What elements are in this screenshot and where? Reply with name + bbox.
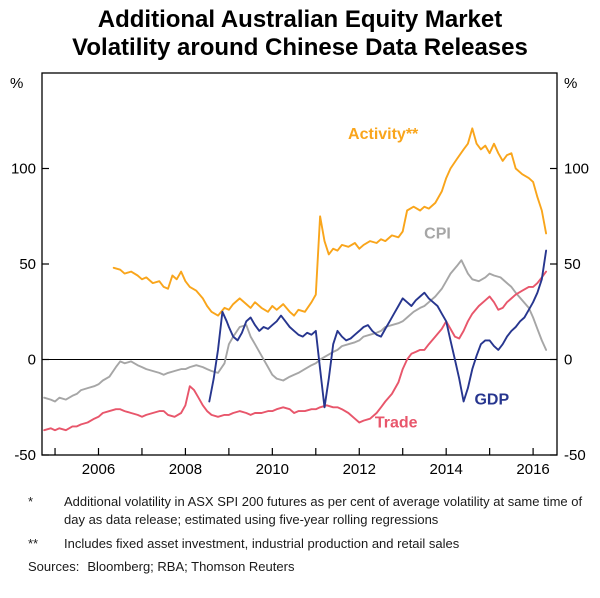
x-axis-label: 2014 [429,461,462,478]
x-axis-label: 2010 [256,461,289,478]
sources-label: Sources: [28,559,80,575]
y-unit-left: % [10,75,23,92]
x-axis-label: 2006 [82,461,115,478]
series-label-cpi: CPI [424,225,451,242]
y-unit-right: % [564,75,577,92]
sources-line: Sources: Bloomberg; RBA; Thomson Reuters [28,558,586,576]
chart-area: -50 -50 0 0 50 50 100 100%% 2006 2008 2010 2012 2014… [0,63,600,491]
plot-frame [41,71,558,456]
y-axis-label-left: -50 [14,447,36,464]
footnote-2: ** Includes fixed asset investment, indu… [28,535,586,553]
series-label-gdp: GDP [474,391,509,408]
y-axis-label-left: 0 [28,351,36,368]
footnote-2-marker: ** [28,535,39,551]
chart-title: Additional Australian Equity Market Vola… [0,0,600,63]
y-axis-label-left: 50 [19,256,36,273]
x-axis-label: 2008 [169,461,202,478]
footnote-1: * Additional volatility in ASX SPI 200 f… [28,493,586,529]
series-line-trade [43,270,548,431]
x-axis-label: 2016 [516,461,549,478]
chart-title-line1: Additional Australian Equity Market [97,6,503,33]
chart-title-line2: Volatility around Chinese Data Releases [72,34,528,62]
series-label-activity: Activity** [348,126,419,143]
volatility-line-chart: -50 -50 0 0 50 50 100 100% % 2006 2008 2010 2012 2014… [10,71,589,478]
footnote-2-text: Includes fixed asset investment, industr… [64,535,460,551]
y-axis-label-right: 50 [564,256,581,273]
footnote-1-marker: * [28,493,34,509]
series-line-cpi [43,258,548,403]
series-line-gdp [208,249,548,408]
y-axis-label-left: 100 [11,160,36,177]
footnote-1-text: Additional volatility in ASX SPI 200 fut… [64,493,583,527]
footnotes: * Additional volatility in ASX SPI 200 f… [0,491,600,577]
series-line-activity [112,127,548,317]
series-label-trade: Trade [375,414,418,431]
y-axis-label-right: 0 [564,351,572,368]
y-axis-label-right: -50 [564,447,586,464]
y-axis-label-right: 100 [564,160,589,177]
sources-text: Bloomberg; RBA; Thomson Reuters [87,559,295,575]
x-axis-label: 2012 [343,461,376,478]
